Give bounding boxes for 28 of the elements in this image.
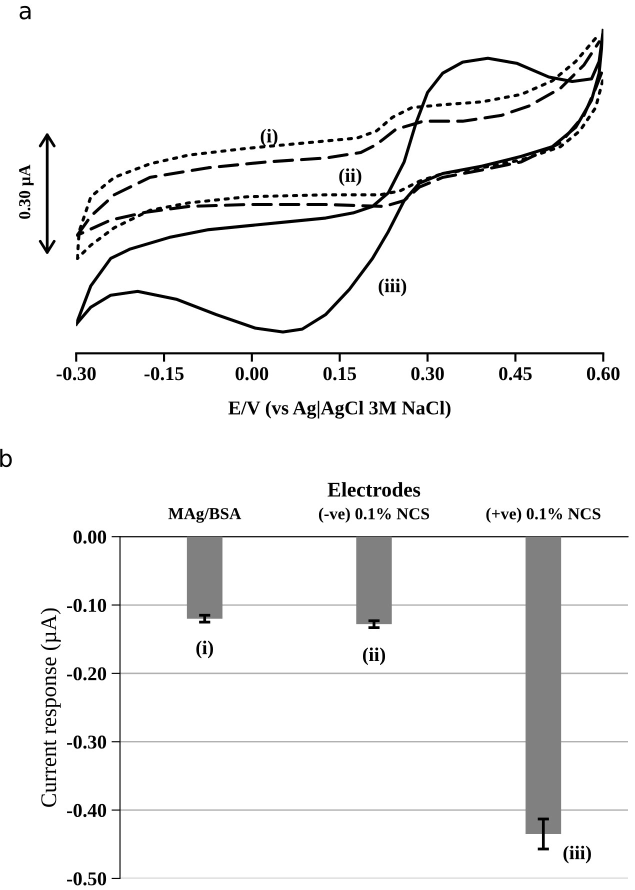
- x-tick-label: 0.60: [586, 367, 620, 380]
- y-tick-label: -0.40: [67, 804, 106, 818]
- y-tick-label: -0.10: [67, 598, 106, 612]
- x-tick-label: (-ve) 0.1% NCS: [318, 508, 430, 523]
- annotation: (i): [196, 640, 214, 658]
- x-tick-label: (+ve) 0.1% NCS: [486, 508, 600, 523]
- x-tick-label: -0.30: [56, 367, 96, 380]
- y-tick-label: -0.20: [67, 667, 106, 680]
- x-tick-label: 0.30: [411, 367, 444, 380]
- annotation: (i): [260, 128, 278, 146]
- x-tick-label: 0.45: [499, 367, 532, 380]
- chart-title: b: [0, 448, 12, 468]
- x-tick-label: -0.15: [144, 367, 184, 380]
- x-axis-title: E/V (vs Ag|AgCl 3M NaCl): [228, 400, 450, 419]
- y-axis-title: Current response (µA): [40, 608, 61, 807]
- annotation: (ii): [362, 647, 386, 666]
- chart-title: a: [20, 6, 31, 20]
- y-tick-label: -0.30: [67, 736, 106, 749]
- annotation: (iii): [563, 846, 591, 864]
- y-tick-label: 0.00: [74, 530, 106, 544]
- annotation: (ii): [339, 168, 362, 186]
- x-axis-title: Electrodes: [328, 482, 420, 497]
- annotation: (iii): [378, 278, 406, 296]
- text: 0.30 µA: [19, 164, 34, 219]
- y-tick-label: -0.50: [67, 872, 106, 886]
- x-tick-label: 0.00: [236, 367, 268, 380]
- x-tick-label: MAg/BSA: [168, 508, 242, 523]
- x-tick-label: 0.15: [323, 367, 356, 380]
